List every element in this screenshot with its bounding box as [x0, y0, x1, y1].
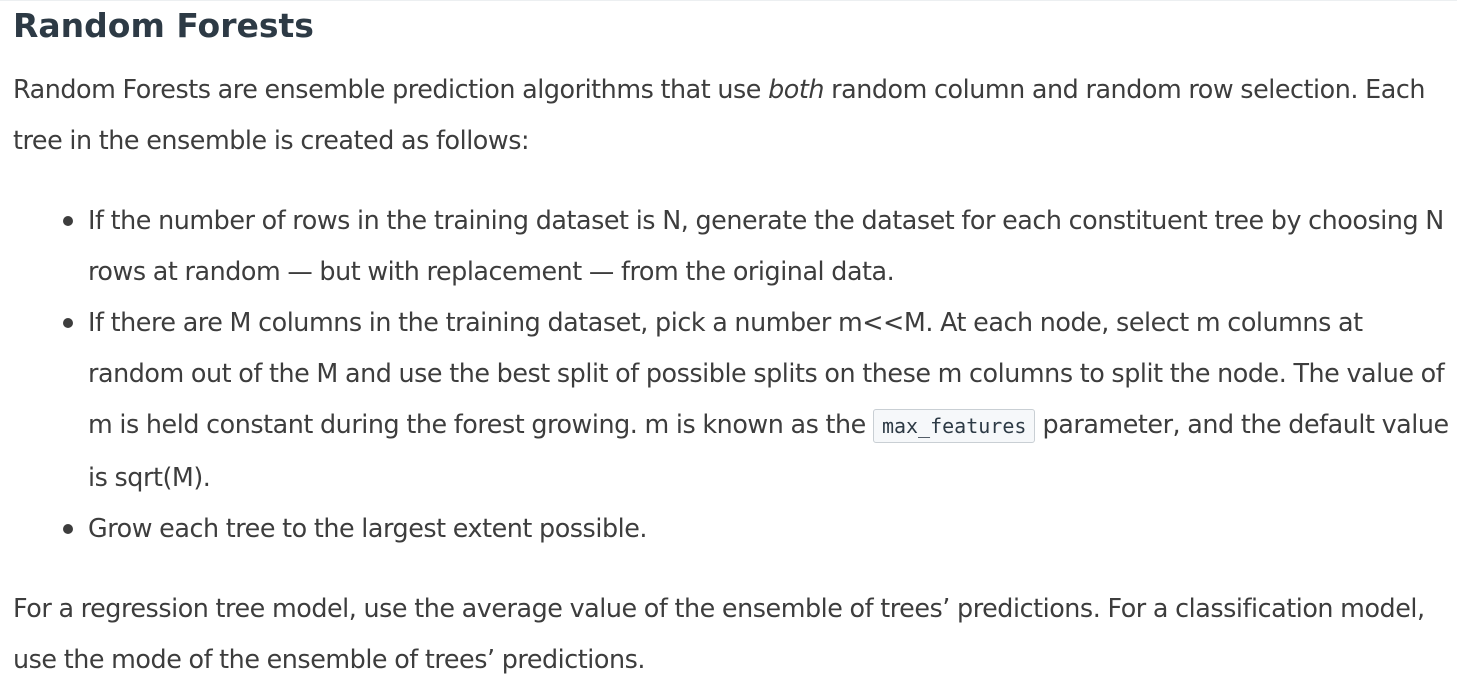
list-item-text: If there are M columns in the training d… [88, 307, 1445, 439]
bullet-icon [63, 524, 73, 534]
intro-paragraph: Random Forests are ensemble prediction a… [13, 64, 1449, 166]
article-section: Random Forests Random Forests are ensemb… [13, 0, 1449, 685]
intro-emphasis: both [768, 74, 825, 104]
bullet-icon [63, 318, 73, 328]
section-title: Random Forests [13, 6, 314, 45]
intro-text-start: Random Forests are ensemble prediction a… [13, 74, 769, 104]
list-item: If the number of rows in the training da… [63, 195, 1449, 297]
list-item: Grow each tree to the largest extent pos… [63, 503, 1449, 554]
bullet-icon [63, 216, 73, 226]
intro-text-end: random column and random row selection. … [13, 74, 1425, 155]
tree-construction-steps: If the number of rows in the training da… [13, 195, 1449, 554]
closing-paragraph: For a regression tree model, use the ave… [13, 593, 1425, 674]
list-item: If there are M columns in the training d… [63, 297, 1449, 503]
list-item-text-continued: parameter, and the default value is sqrt… [88, 409, 1449, 492]
list-item-text: Grow each tree to the largest extent pos… [88, 513, 648, 543]
top-divider [0, 0, 1457, 1]
list-item-text: If the number of rows in the training da… [88, 205, 1444, 286]
inline-code-max-features: max_features [872, 409, 1036, 443]
